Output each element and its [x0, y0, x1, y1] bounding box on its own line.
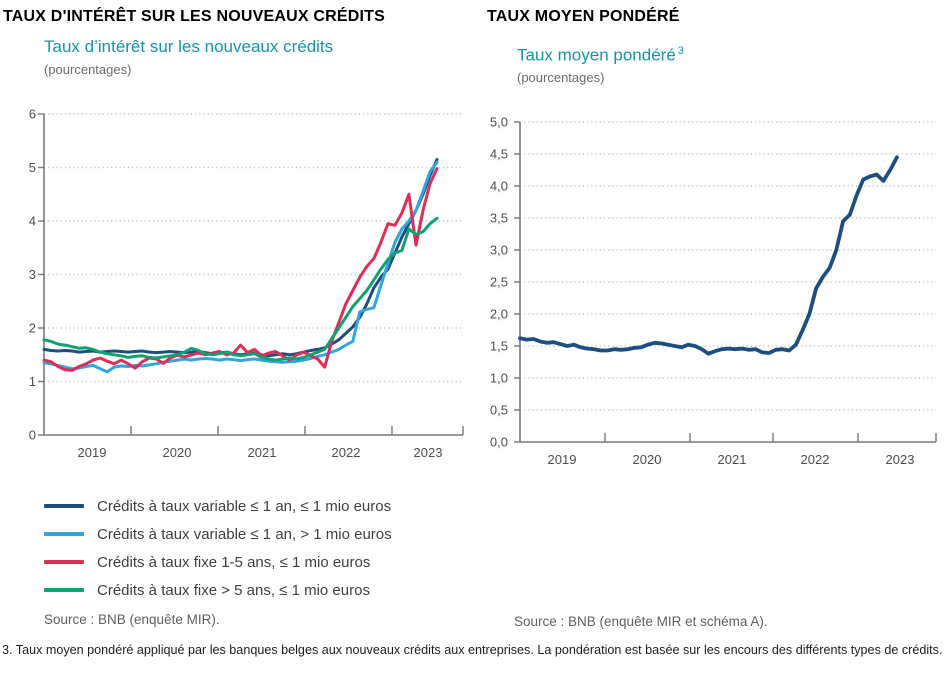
series-line [42, 158, 439, 358]
x-tick-label: 2020 [163, 445, 192, 460]
y-tick-label: 4,5 [490, 147, 508, 162]
series-line [518, 155, 899, 356]
y-tick-label: 2 [29, 321, 36, 336]
y-tick-label: 4 [29, 214, 36, 229]
legend-item: Crédits à taux fixe > 5 ans, ≤ 1 mio eur… [44, 576, 464, 604]
x-tick-label: 2023 [886, 452, 915, 467]
y-tick-label: 6 [29, 107, 36, 122]
y-tick-label: 0,0 [490, 435, 508, 450]
legend-swatch-red-line [44, 559, 84, 565]
y-tick-label: 3 [29, 267, 36, 282]
left-chart-unit-label: (pourcentages) [44, 62, 132, 77]
left-chart-subtitle: Taux d’intérêt sur les nouveaux crédits [44, 37, 334, 56]
right-chart-canvas: 0,0 0,5 1,0 1,5 2,0 2,5 3,0 3,5 4,0 4,5 5,0 2019 202… [490, 115, 937, 467]
legend-item: Crédits à taux variable ≤ 1 an, > 1 mio … [44, 520, 464, 548]
right-chart-unit-label: (pourcentages) [517, 70, 605, 85]
footnote-3: 3. Taux moyen pondéré appliqué par les b… [2, 643, 943, 657]
y-tick-label: 0 [29, 428, 36, 443]
right-chart-title: TAUX MOYEN PONDÉRÉ [487, 8, 680, 25]
series-line [42, 167, 439, 372]
right-chart-subtitle-footnote-marker: 3 [677, 45, 684, 57]
y-tick-label: 1,0 [490, 371, 508, 386]
series-line [42, 160, 439, 374]
legend-item: Crédits à taux fixe 1-5 ans, ≤ 1 mio eur… [44, 548, 464, 576]
x-tick-label: 2019 [78, 445, 107, 460]
x-tick-label: 2020 [633, 452, 662, 467]
legend-label: Crédits à taux variable ≤ 1 an, ≤ 1 mio … [97, 497, 392, 515]
left-chart-title: TAUX D'INTÉRÊT SUR LES NOUVEAUX CRÉDITS [3, 8, 386, 25]
y-tick-label: 2,5 [490, 275, 508, 290]
x-tick-label: 2023 [414, 445, 443, 460]
y-tick-label: 5 [29, 160, 36, 175]
x-tick-label: 2022 [332, 445, 361, 460]
y-tick-label: 1,5 [490, 339, 508, 354]
left-chart-legend: Crédits à taux variable ≤ 1 an, ≤ 1 mio … [44, 492, 464, 604]
y-tick-label: 3,0 [490, 243, 508, 258]
legend-swatch-green-line [44, 587, 84, 593]
legend-label: Crédits à taux fixe 1-5 ans, ≤ 1 mio eur… [97, 553, 371, 571]
y-tick-label: 1 [29, 374, 36, 389]
right-chart-source: Source : BNB (enquête MIR et schéma A). [514, 614, 768, 629]
left-chart-canvas: 0 1 2 3 4 5 6 2019 2020 2021 2022 2023 [29, 107, 464, 460]
y-tick-label: 4,0 [490, 179, 508, 194]
x-tick-label: 2019 [548, 452, 577, 467]
legend-item: Crédits à taux variable ≤ 1 an, ≤ 1 mio … [44, 492, 464, 520]
y-tick-label: 3,5 [490, 211, 508, 226]
right-chart-subtitle-text: Taux moyen pondéré [517, 45, 676, 65]
legend-label: Crédits à taux fixe > 5 ans, ≤ 1 mio eur… [97, 581, 370, 599]
legend-swatch-navy-line [44, 503, 84, 509]
right-chart-subtitle: Taux moyen pondéré 3 [517, 45, 684, 66]
x-tick-label: 2021 [248, 445, 277, 460]
legend-label: Crédits à taux variable ≤ 1 an, > 1 mio … [97, 525, 392, 543]
legend-swatch-lightblue-line [44, 531, 84, 537]
y-tick-label: 5,0 [490, 115, 508, 130]
series-line [42, 216, 439, 362]
x-tick-label: 2022 [801, 452, 830, 467]
y-tick-label: 2,0 [490, 307, 508, 322]
y-tick-label: 0,5 [490, 403, 508, 418]
x-tick-label: 2021 [718, 452, 747, 467]
left-chart-source: Source : BNB (enquête MIR). [44, 612, 220, 627]
